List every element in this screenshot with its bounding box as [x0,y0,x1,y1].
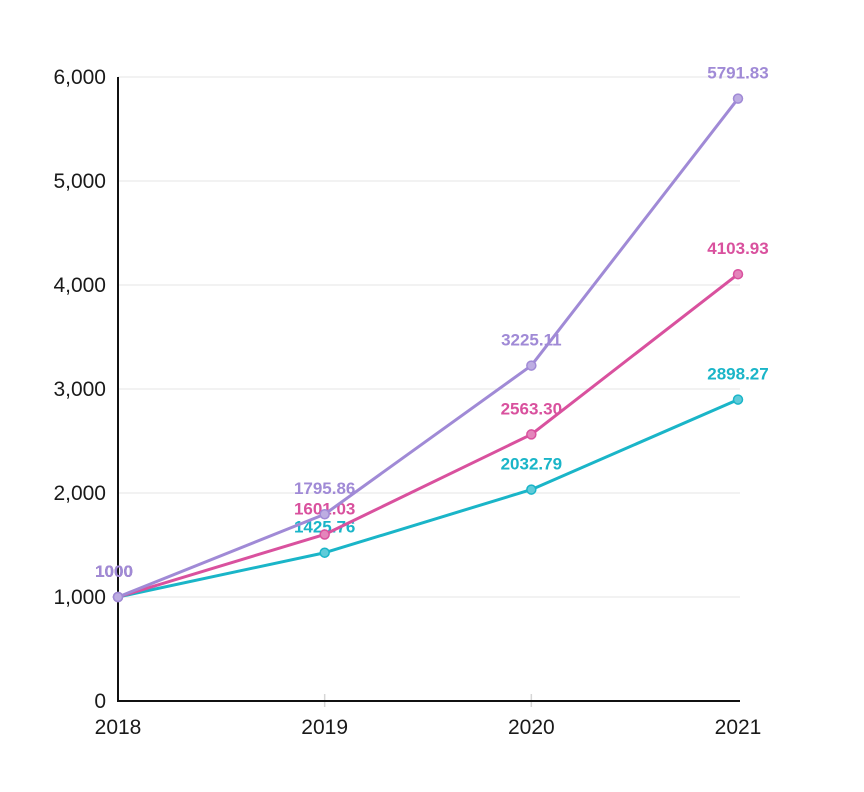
data-point-pink-series [732,268,744,280]
series-line-pink-series [116,272,740,599]
data-point-purple-series [732,93,744,104]
data-point-label-pink-series: 1000 [95,562,133,581]
data-point-label-purple-series: 5791.83 [707,64,768,83]
data-point-teal-series [319,547,330,558]
data-point-label-pink-series: 2563.30 [501,399,562,418]
data-point-label-teal-series: 1000 [95,562,133,581]
y-tick-label: 3,000 [53,378,106,401]
data-point-label-teal-series: 2032.79 [501,455,562,474]
y-tick-label: 2,000 [53,482,106,505]
y-tick-label: 1,000 [53,586,106,609]
x-tick-label: 2019 [301,716,348,739]
data-point-teal-series [526,484,537,495]
y-tick-label: 4,000 [53,274,106,297]
y-tick-label: 5,000 [53,170,106,193]
data-point-pink-series [319,529,330,540]
data-point-label-purple-series: 3225.11 [501,331,562,350]
x-tick-label: 2021 [715,716,762,739]
data-point-pink-series [526,429,537,440]
data-point-purple-series [319,508,330,520]
data-point-teal-series [732,394,744,405]
data-point-purple-series [526,360,537,371]
x-tick-label: 2018 [95,716,142,739]
data-point-label-purple-series: 1795.86 [294,479,355,498]
x-tick-label: 2020 [508,716,555,739]
data-point-label-purple-series: 1000 [95,562,133,581]
data-point-label-pink-series: 4103.93 [707,239,768,258]
data-point-label-teal-series: 2898.27 [707,365,768,384]
data-point-purple-series [112,591,124,603]
series-line-teal-series [116,398,740,599]
y-tick-label: 0 [94,690,106,713]
data-point-label-teal-series: 1425.76 [294,518,355,537]
y-tick-label: 6,000 [53,66,106,89]
series-line-purple-series [116,97,740,599]
